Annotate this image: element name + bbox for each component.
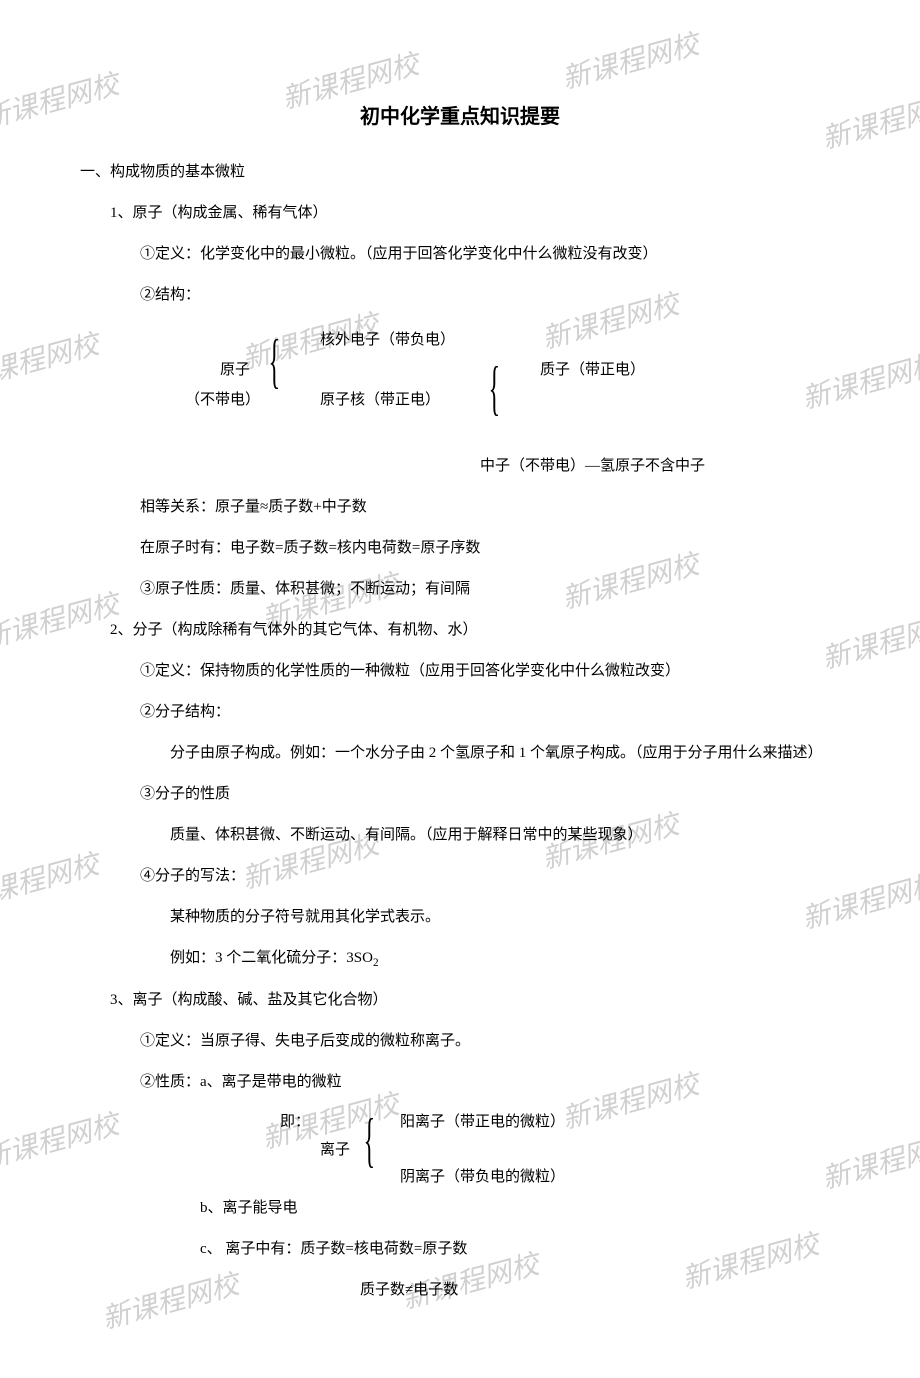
item2-prop-text: 质量、体积甚微、不断运动、有间隔。（应用于解释日常中的某些现象） <box>80 822 840 849</box>
item1-rel2: 在原子时有：电子数=质子数=核内电荷数=原子序数 <box>80 535 840 562</box>
diagram-electron: 核外电子（带负电） <box>320 328 455 349</box>
bracket-icon: { <box>364 1110 376 1170</box>
item2-prop-label: ③分子的性质 <box>80 781 840 808</box>
item3-title: 3、离子（构成酸、碱、盐及其它化合物） <box>80 987 840 1014</box>
item2-write-text2: 例如：3 个二氧化硫分子：3SO2 <box>80 945 840 973</box>
diagram-ion: 离子 <box>320 1138 350 1159</box>
bracket-icon: { <box>269 331 281 391</box>
item2-write-text1: 某种物质的分子符号就用其化学式表示。 <box>80 904 840 931</box>
item2-write-label: ④分子的写法： <box>80 863 840 890</box>
item2-title: 2、分子（构成除稀有气体外的其它气体、有机物、水） <box>80 617 840 644</box>
item1-prop: ③原子性质：质量、体积甚微；不断运动；有间隔 <box>80 576 840 603</box>
page-title: 初中化学重点知识提要 <box>80 100 840 129</box>
diagram-proton: 质子（带正电） <box>540 358 645 379</box>
item3-prop-label: ②性质：a、离子是带电的微粒 <box>80 1069 840 1096</box>
item2-struct-label: ②分子结构： <box>80 699 840 726</box>
formula-subscript: 2 <box>373 957 379 969</box>
item1-struct-label: ②结构： <box>80 282 840 309</box>
ion-structure-diagram: 即： 离子 { 阳离子（带正电的微粒） 阴离子（带负电的微粒） <box>260 1110 840 1190</box>
diagram-nucleus: 原子核（带正电） <box>320 388 440 409</box>
diagram-prefix: 即： <box>280 1110 310 1131</box>
document-content: 初中化学重点知识提要 一、构成物质的基本微粒 1、原子（构成金属、稀有气体） ①… <box>0 0 920 1378</box>
formula-prefix: 例如：3 个二氧化硫分子：3SO <box>170 950 373 966</box>
section-heading: 一、构成物质的基本微粒 <box>80 159 840 186</box>
diagram-atom: 原子 <box>220 358 250 379</box>
diagram-anion: 阴离子（带负电的微粒） <box>400 1165 565 1186</box>
item3-def: ①定义：当原子得、失电子后变成的微粒称离子。 <box>80 1028 840 1055</box>
item3-prop-c2: 质子数≠电子数 <box>80 1277 840 1304</box>
diagram-neutron: 中子（不带电）—氢原子不含中子 <box>80 453 840 480</box>
atom-structure-diagram: 原子 （不带电） { 核外电子（带负电） 原子核（带正电） { 质子（带正电） <box>200 323 840 443</box>
diagram-cation: 阳离子（带正电的微粒） <box>400 1110 565 1131</box>
diagram-atom-note: （不带电） <box>185 388 260 409</box>
item2-struct-text: 分子由原子构成。例如：一个水分子由 2 个氢原子和 1 个氧原子构成。（应用于分… <box>80 740 840 767</box>
item2-def: ①定义：保持物质的化学性质的一种微粒（应用于回答化学变化中什么微粒改变） <box>80 658 840 685</box>
item3-prop-c: c、 离子中有：质子数=核电荷数=原子数 <box>80 1236 840 1263</box>
item1-rel1: 相等关系：原子量≈质子数+中子数 <box>80 494 840 521</box>
item1-title: 1、原子（构成金属、稀有气体） <box>80 200 840 227</box>
item3-prop-b: b、离子能导电 <box>80 1195 840 1222</box>
bracket-icon: { <box>489 358 501 418</box>
item1-def: ①定义：化学变化中的最小微粒。（应用于回答化学变化中什么微粒没有改变） <box>80 241 840 268</box>
